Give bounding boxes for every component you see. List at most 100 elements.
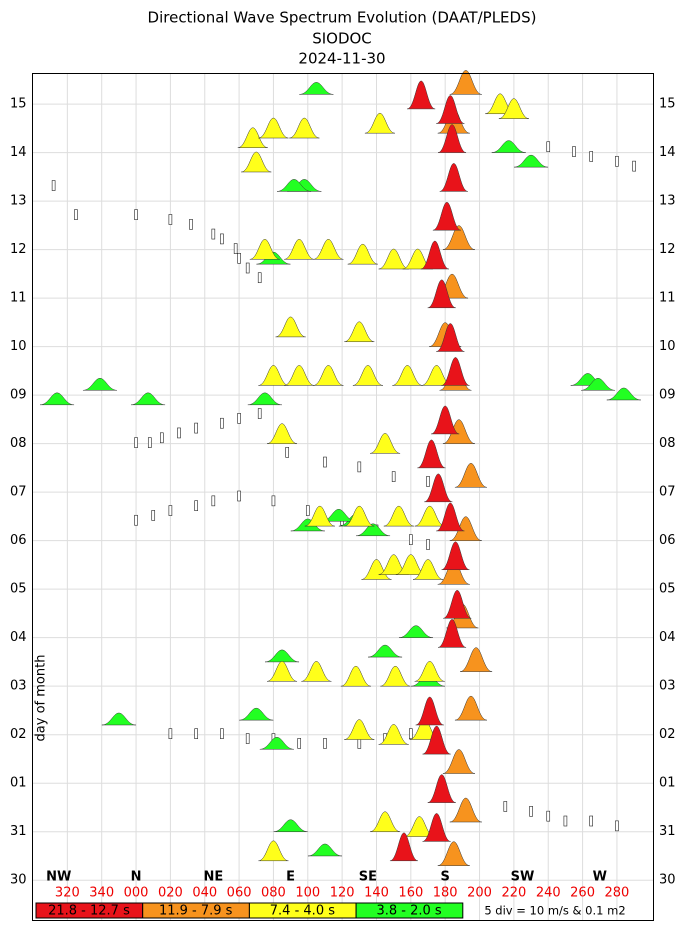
legend-label: 11.9 - 7.9 s <box>159 904 233 919</box>
wind-box <box>147 437 152 448</box>
wind-box <box>211 495 216 507</box>
compass-label: NW <box>46 870 71 885</box>
y-tick-label-right: 05 <box>659 582 676 597</box>
y-tick-label: 11 <box>10 291 27 306</box>
spectral-peak <box>437 841 470 866</box>
y-tick-label-right: 08 <box>659 436 676 451</box>
spectral-peak <box>427 279 456 309</box>
y-tick-label: 15 <box>10 97 27 112</box>
spectral-peak <box>275 316 306 338</box>
spectral-peak <box>422 813 451 842</box>
spectral-peak <box>383 505 414 527</box>
spectral-peak <box>313 365 344 386</box>
x-tick-label: 260 <box>570 886 595 901</box>
y-tick-label: 05 <box>10 582 27 597</box>
spectral-peak <box>289 117 320 139</box>
wind-box <box>572 146 576 157</box>
spectral-peak <box>449 70 482 95</box>
y-tick-label-right: 31 <box>659 824 676 839</box>
wind-box <box>323 738 327 749</box>
spectral-peak <box>101 712 136 726</box>
spectral-peak <box>265 649 300 663</box>
x-tick-label: 100 <box>295 886 320 901</box>
spectral-peak <box>412 559 444 580</box>
wind-box <box>211 228 216 240</box>
spectral-peak <box>258 840 289 862</box>
x-tick-label: 060 <box>227 886 252 901</box>
wind-box <box>409 728 413 739</box>
spectral-peak <box>352 365 383 386</box>
y-tick-label: 30 <box>10 873 27 888</box>
spectral-peak <box>443 590 472 619</box>
chart-title: Directional Wave Spectrum Evolution (DAA… <box>148 9 537 27</box>
y-tick-label-right: 06 <box>659 533 676 548</box>
wind-box <box>51 180 56 191</box>
legend-label: 3.8 - 2.0 s <box>376 904 441 919</box>
spectral-peak <box>424 473 453 503</box>
spectral-peak <box>237 127 268 148</box>
x-tick-label: 200 <box>467 886 492 901</box>
wind-box <box>426 476 430 487</box>
y-tick-label-right: 12 <box>659 242 676 257</box>
spectral-peak <box>378 248 409 270</box>
compass-label: S <box>441 870 450 885</box>
wind-box <box>391 471 396 482</box>
spectral-peak <box>437 619 467 648</box>
spectral-peak <box>368 644 403 658</box>
spectral-peak <box>432 201 461 231</box>
chart-subtitle: SIODOC <box>312 30 372 48</box>
spectral-peak <box>380 665 411 687</box>
spectral-peak <box>356 523 391 537</box>
spectral-peak <box>258 365 289 386</box>
wind-box <box>285 447 289 458</box>
wind-box <box>74 209 78 220</box>
x-tick-label: 000 <box>124 886 149 901</box>
spectral-peak <box>514 154 549 168</box>
spectral-peak <box>427 774 456 803</box>
compass-label: N <box>131 870 142 885</box>
compass-label: W <box>593 870 607 885</box>
spectral-peak <box>498 98 529 119</box>
wind-box <box>233 243 238 254</box>
wind-box <box>546 141 551 153</box>
wind-box <box>134 209 138 220</box>
compass-label: NE <box>203 870 223 885</box>
wind-box <box>632 160 636 172</box>
legend-label: 21.8 - 12.7 s <box>48 904 130 919</box>
spectral-peak <box>378 724 409 745</box>
y-tick-label-right: 13 <box>659 194 676 209</box>
wind-box <box>245 733 250 744</box>
compass-label: SE <box>359 870 377 885</box>
wind-box <box>409 534 413 545</box>
wind-box <box>237 490 241 502</box>
y-tick-label: 14 <box>10 145 27 160</box>
y-tick-label: 06 <box>10 533 27 548</box>
x-tick-label: 180 <box>433 886 458 901</box>
spectral-peak <box>299 82 334 95</box>
spectral-peak <box>460 647 493 672</box>
y-tick-label-right: 10 <box>659 339 676 354</box>
legend-label: 7.4 - 4.0 s <box>270 904 335 919</box>
spectral-peak <box>344 321 375 343</box>
wind-box <box>615 155 619 167</box>
spectral-peak <box>407 80 436 110</box>
wind-box <box>426 539 430 550</box>
spectral-peak <box>436 323 465 352</box>
y-tick-label-right: 02 <box>659 727 676 742</box>
spectral-peak <box>420 240 449 270</box>
spectral-peak <box>249 239 280 260</box>
spectral-peak <box>436 502 465 532</box>
y-tick-label: 09 <box>10 388 27 403</box>
y-tick-label: 12 <box>10 242 27 257</box>
spectral-peak <box>439 163 468 192</box>
wind-box <box>589 151 593 162</box>
wind-box <box>194 422 198 434</box>
x-tick-label: 040 <box>192 886 217 901</box>
spectral-peak <box>284 239 315 260</box>
spectral-peak <box>277 179 312 192</box>
spectral-peak <box>307 843 342 857</box>
spectral-peak <box>431 405 460 435</box>
y-tick-label: 01 <box>10 776 27 791</box>
y-tick-label-right: 04 <box>659 630 676 645</box>
